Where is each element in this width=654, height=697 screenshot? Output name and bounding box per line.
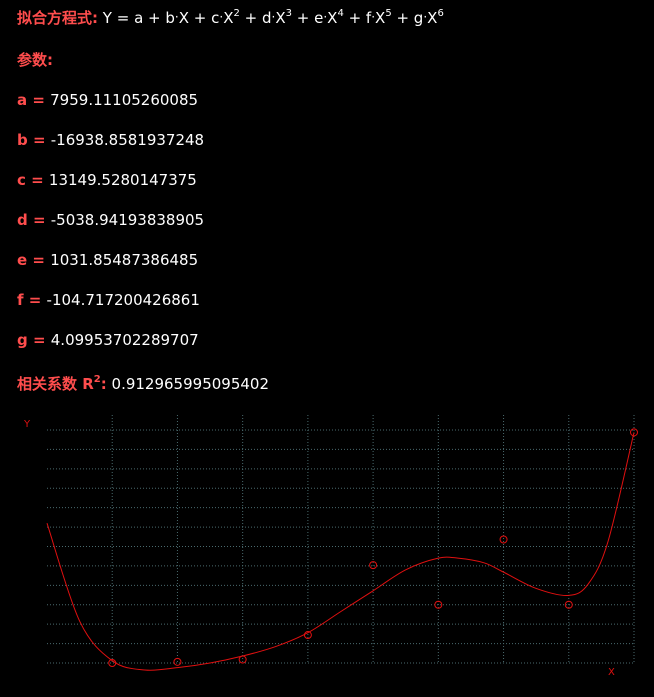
param-f-value: -104.717200426861 <box>46 291 200 309</box>
param-c-value: 13149.5280147375 <box>48 171 197 189</box>
param-g: g = 4.09953702289707 <box>17 331 199 349</box>
param-a: a = 7959.11105260085 <box>17 91 199 109</box>
x-axis-label: X <box>608 667 615 678</box>
r2-line: 相关系数 R2: 0.912965995095402 <box>17 374 269 393</box>
fit-curve <box>46 432 635 671</box>
data-points <box>108 428 638 667</box>
r2-label: 相关系数 R <box>17 375 94 393</box>
data-point <box>238 655 247 664</box>
fit-chart: YX <box>23 415 638 678</box>
data-point <box>303 631 312 640</box>
equation-line: 拟合方程式: Y = a + b·X + c·X2 + d·X3 + e·X4 … <box>17 8 444 31</box>
param-g-value: 4.09953702289707 <box>50 331 199 349</box>
data-point <box>499 535 508 544</box>
r2-value: 0.912965995095402 <box>111 375 269 393</box>
param-e-value: 1031.85487386485 <box>50 251 199 269</box>
axis-labels: YX <box>23 419 615 678</box>
param-e: e = 1031.85487386485 <box>17 251 199 269</box>
param-a-value: 7959.11105260085 <box>50 91 199 109</box>
data-point <box>434 600 443 609</box>
chart-grid <box>47 415 635 664</box>
data-point <box>564 600 573 609</box>
params-heading: 参数: <box>17 51 53 69</box>
data-point <box>630 428 638 437</box>
param-b: b = -16938.8581937248 <box>17 131 205 149</box>
param-d: d = -5038.94193838905 <box>17 211 205 229</box>
param-f: f = -104.717200426861 <box>17 291 200 309</box>
param-b-value: -16938.8581937248 <box>50 131 205 149</box>
y-axis-label: Y <box>23 419 31 430</box>
param-c: c = 13149.5280147375 <box>17 171 197 189</box>
equation-label: 拟合方程式: <box>17 9 98 27</box>
data-point <box>108 659 117 667</box>
data-point <box>369 561 378 570</box>
equation-text: Y = a + b·X + c·X2 + d·X3 + e·X4 + f·X5 … <box>102 8 444 27</box>
param-d-value: -5038.94193838905 <box>50 211 205 229</box>
data-point <box>173 657 182 666</box>
